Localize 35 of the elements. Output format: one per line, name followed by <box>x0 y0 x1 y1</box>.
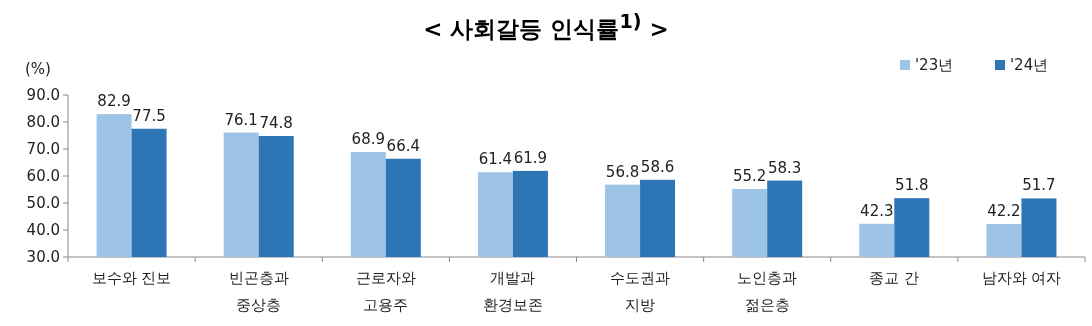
data-label: 77.5 <box>132 106 166 125</box>
x-tick-label: 보수와 진보 <box>91 269 172 287</box>
data-label: 74.8 <box>259 114 293 133</box>
legend-label: '24년 <box>1010 56 1049 74</box>
data-label: 61.9 <box>513 148 548 167</box>
legend-label: '23년 <box>915 56 954 74</box>
data-label: 56.8 <box>605 162 640 181</box>
x-tick-label: 남자와 여자 <box>981 269 1062 287</box>
data-label: 61.4 <box>478 150 513 169</box>
x-tick-label: 개발과 환경보존 <box>482 269 543 314</box>
chart-title: < 사회갈등 인식률$^{1)}$ > <box>422 10 670 44</box>
data-label: 51.8 <box>895 176 929 195</box>
x-tick-label: 종교 간 <box>869 269 920 287</box>
data-label: 58.6 <box>640 157 675 176</box>
y-tick-label: 30.0 <box>26 248 60 266</box>
data-label: 55.2 <box>732 166 767 185</box>
x-tick-label: 노인층과 젊은층 <box>737 269 798 314</box>
data-label: 58.3 <box>767 158 802 177</box>
data-label: 76.1 <box>224 110 258 129</box>
y-tick-label: 60.0 <box>26 167 60 185</box>
data-label: 51.7 <box>1022 176 1056 195</box>
x-tick-label: 근로자와 고용주 <box>355 269 416 314</box>
y-axis-title: (%) <box>25 60 51 78</box>
data-label: 66.4 <box>386 136 421 155</box>
data-label: 42.3 <box>860 201 894 220</box>
x-tick-label: 수도권과 지방 <box>610 269 671 314</box>
y-tick-label: 40.0 <box>26 221 60 239</box>
y-tick-label: 90.0 <box>26 86 60 104</box>
y-tick-label: 70.0 <box>26 140 60 158</box>
y-tick-label: 50.0 <box>26 194 60 212</box>
x-tick-label: 빈곤층과 중상층 <box>228 269 289 314</box>
y-tick-label: 80.0 <box>26 113 60 131</box>
data-label: 68.9 <box>351 129 386 148</box>
data-label: 82.9 <box>97 92 131 111</box>
data-label: 42.2 <box>987 202 1021 221</box>
